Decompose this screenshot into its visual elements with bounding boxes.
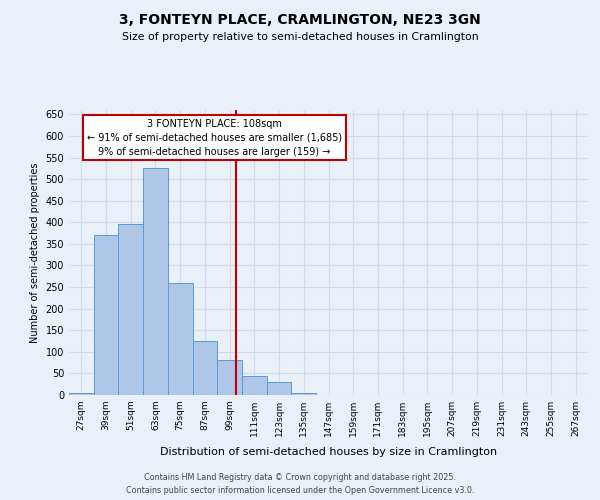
Text: 3, FONTEYN PLACE, CRAMLINGTON, NE23 3GN: 3, FONTEYN PLACE, CRAMLINGTON, NE23 3GN [119,12,481,26]
Text: Contains HM Land Registry data © Crown copyright and database right 2025.
Contai: Contains HM Land Registry data © Crown c… [126,474,474,495]
Bar [267,382,292,395]
Bar [292,393,316,395]
Bar [193,341,217,395]
Text: 3 FONTEYN PLACE: 108sqm
← 91% of semi-detached houses are smaller (1,685)
9% of : 3 FONTEYN PLACE: 108sqm ← 91% of semi-de… [87,118,342,156]
Bar [168,282,193,395]
Bar [69,393,94,395]
Bar [143,168,168,395]
X-axis label: Distribution of semi-detached houses by size in Cramlington: Distribution of semi-detached houses by … [160,448,497,458]
Bar [118,224,143,395]
Bar [94,235,118,395]
Text: Size of property relative to semi-detached houses in Cramlington: Size of property relative to semi-detach… [122,32,478,42]
Bar [242,376,267,395]
Bar [217,360,242,395]
Y-axis label: Number of semi-detached properties: Number of semi-detached properties [30,162,40,343]
